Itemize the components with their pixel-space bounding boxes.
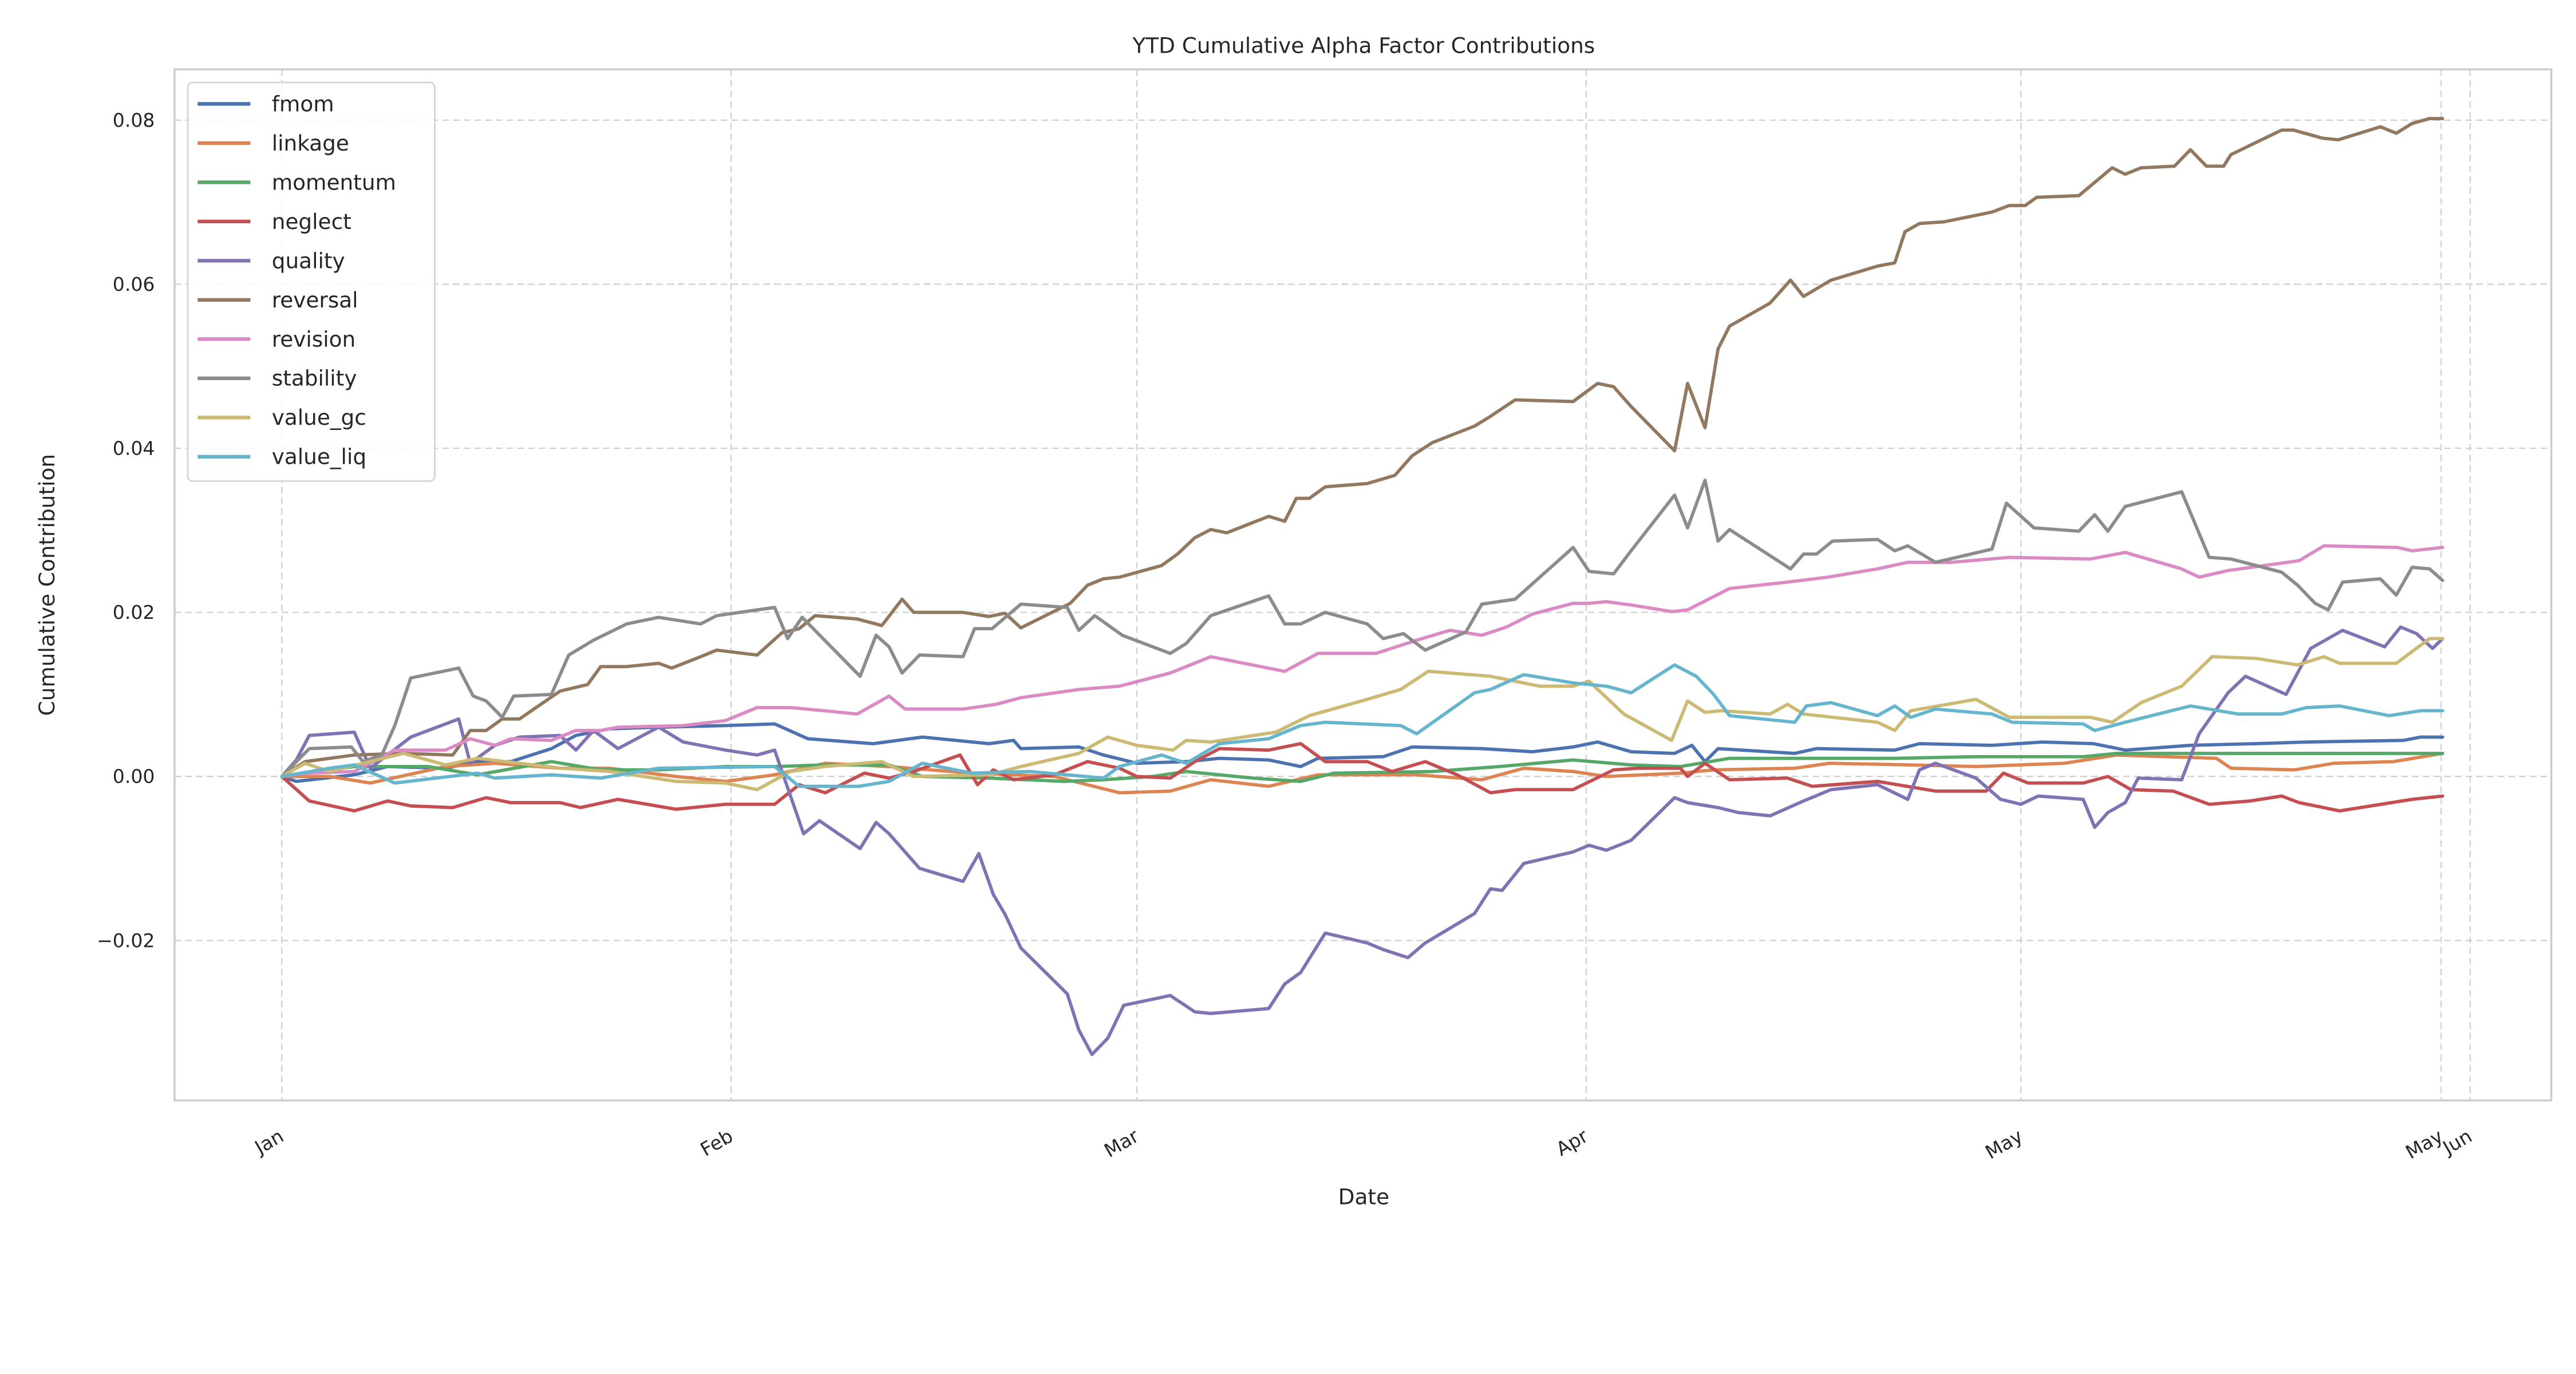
plot-frame — [173, 68, 2553, 1101]
y-tick-label: 0.04 — [113, 437, 155, 460]
legend-label-revision: revision — [272, 326, 356, 352]
series-line-momentum — [280, 752, 2444, 783]
series-line-reversal — [280, 117, 2444, 779]
y-tick-label: 0.06 — [113, 273, 155, 295]
legend-label-linkage: linkage — [272, 131, 349, 156]
y-tick-label: 0.02 — [113, 601, 155, 623]
y-tick-label: −0.02 — [97, 929, 155, 951]
series-line-value_liq — [280, 663, 2444, 788]
series-line-quality — [280, 625, 2444, 1056]
x-axis-label: Date — [1338, 1184, 1389, 1209]
legend: fmom linkage momentum neglect quality reversa… — [187, 81, 436, 482]
series-line-value_gc — [280, 637, 2444, 792]
legend-label-value_gc: value_gc — [272, 405, 366, 430]
series-line-stability — [280, 479, 2444, 779]
legend-label-reversal: reversal — [272, 287, 358, 313]
y-tick-label: 0.00 — [113, 765, 155, 788]
y-axis-label: Cumulative Contribution — [34, 454, 60, 716]
legend-label-stability: stability — [272, 366, 357, 391]
legend-label-neglect: neglect — [272, 209, 351, 234]
legend-label-quality: quality — [272, 248, 345, 273]
series-line-neglect — [280, 742, 2444, 813]
series-group — [280, 117, 2444, 1056]
legend-label-momentum: momentum — [272, 169, 396, 195]
y-tick-label: 0.08 — [113, 109, 155, 131]
legend-label-fmom: fmom — [272, 91, 334, 116]
series-line-revision — [280, 544, 2444, 779]
y-axis: −0.02 0.00 0.02 0.04 0.06 0.08 — [97, 109, 155, 951]
chart-title: YTD Cumulative Alpha Factor Contribution… — [1132, 33, 1595, 58]
legend-label-value_liq: value_liq — [272, 444, 366, 469]
